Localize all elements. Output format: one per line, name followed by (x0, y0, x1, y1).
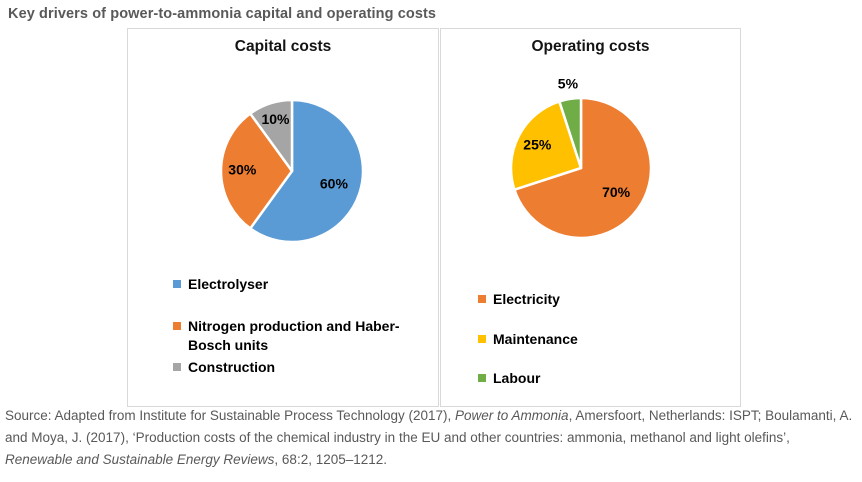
legend-item-construction: Construction (173, 358, 275, 377)
legend-item-maintenance: Maintenance (478, 330, 578, 349)
legend-item-nitrogen-production-and-haber-bosch-units: Nitrogen production and Haber-Bosch unit… (173, 317, 410, 355)
chart-panels: Capital costs Electrolyser Nitrogen produ… (127, 28, 741, 407)
slice-value-label-nitrogen-production-and-haber-bosch-units: 30% (228, 162, 257, 178)
figure-title: Key drivers of power-to-ammonia capital … (8, 6, 437, 22)
slice-value-label-construction: 10% (261, 111, 290, 127)
pie-slice-maintenance (509, 100, 583, 191)
source-segment: , Amersfoort, Netherlands: ISPT; Boulama… (5, 408, 853, 445)
source-italic-segment: Power to Ammonia (455, 408, 569, 423)
slice-value-label-labour: 5% (558, 76, 579, 92)
source-segment: , 68:2, 1205–1212. (274, 452, 388, 467)
source-note: Source: Adapted from Institute for Susta… (5, 405, 856, 471)
legend-label: Labour (493, 370, 541, 386)
pie-slice-electrolyser (249, 98, 365, 244)
legend-item-electricity: Electricity (478, 290, 560, 309)
pie-slice-electricity (513, 96, 653, 240)
legend-swatch-nitrogen-production-and-haber-bosch-units (173, 322, 181, 330)
legend-label: Construction (188, 359, 276, 375)
legend-swatch-construction (173, 363, 181, 371)
pie-slice-construction (249, 98, 294, 173)
legend-label: Maintenance (493, 331, 578, 347)
pie-slice-nitrogen-production-and-haber-bosch-units (219, 112, 294, 230)
slice-value-label-electricity: 70% (602, 184, 631, 200)
capital-costs-panel: Capital costs Electrolyser Nitrogen produ… (127, 28, 439, 407)
legend-label: Nitrogen production and Haber-Bosch unit… (188, 318, 400, 353)
operating-costs-chart-title: Operating costs (531, 38, 650, 55)
operating-costs-pie-chart: 70% 25% 5% (509, 76, 653, 240)
capital-costs-chart-title: Capital costs (234, 38, 332, 55)
legend-item-labour: Labour (478, 369, 540, 388)
legend-swatch-electrolyser (173, 280, 181, 288)
slice-value-label-maintenance: 25% (523, 137, 552, 153)
source-italic-segment: Renewable and Sustainable Energy Reviews (5, 452, 275, 467)
operating-costs-panel: Operating costs Electricity Maintenance La… (440, 28, 741, 407)
legend-label: Electrolyser (188, 276, 269, 292)
source-segment: Source: Adapted from Institute for Susta… (5, 408, 456, 423)
legend-swatch-labour (478, 374, 486, 382)
capital-costs-pie-chart: 60% 30% 10% (219, 98, 365, 244)
legend-label: Electricity (493, 291, 560, 307)
legend-swatch-maintenance (478, 335, 486, 343)
legend-swatch-electricity (478, 295, 486, 303)
legend-item-electrolyser: Electrolyser (173, 275, 268, 294)
slice-value-label-electrolyser: 60% (320, 175, 349, 191)
pie-slice-labour (558, 96, 583, 170)
